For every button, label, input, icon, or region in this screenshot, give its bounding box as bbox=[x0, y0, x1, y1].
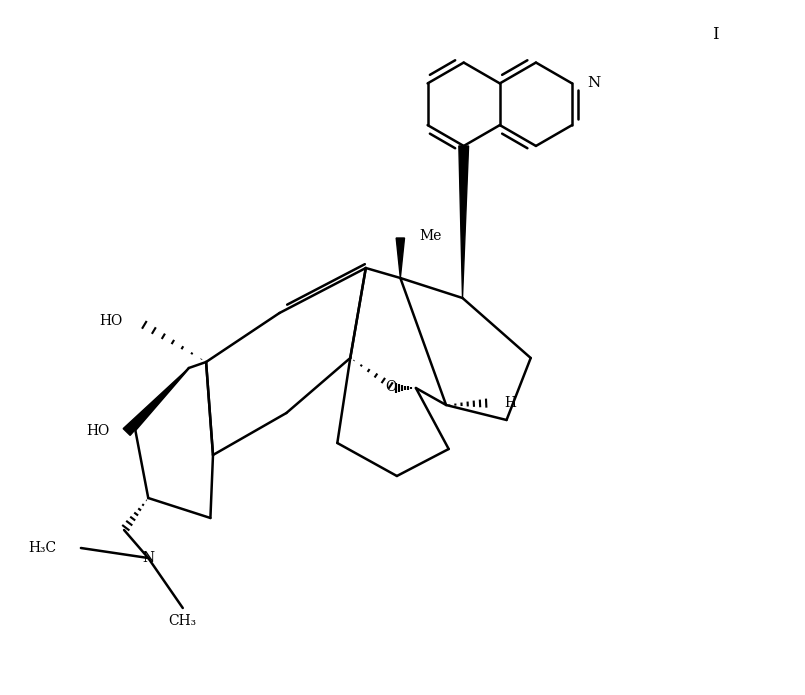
Text: N: N bbox=[588, 76, 601, 90]
Polygon shape bbox=[459, 146, 469, 298]
Text: H₃C: H₃C bbox=[28, 541, 56, 555]
Text: O: O bbox=[386, 379, 396, 393]
Text: Me: Me bbox=[419, 229, 442, 243]
Text: I: I bbox=[712, 26, 719, 43]
Polygon shape bbox=[396, 238, 404, 278]
Polygon shape bbox=[123, 368, 189, 435]
Text: CH₃: CH₃ bbox=[169, 614, 197, 628]
Text: H: H bbox=[505, 396, 517, 410]
Text: N: N bbox=[142, 551, 155, 565]
Text: HO: HO bbox=[86, 424, 109, 438]
Text: HO: HO bbox=[99, 313, 122, 327]
